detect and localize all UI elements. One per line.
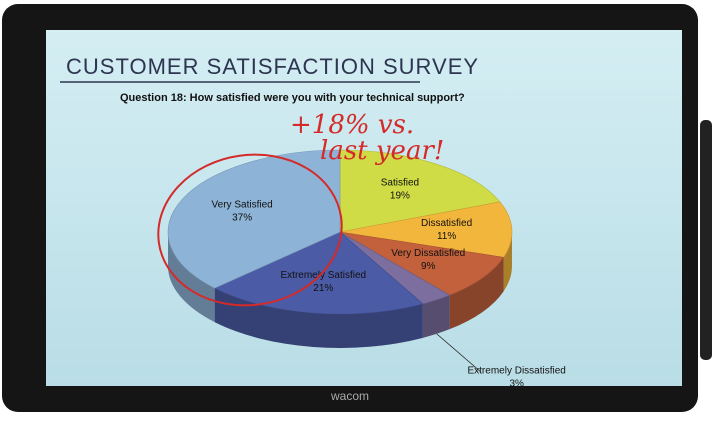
pie-side — [503, 232, 512, 292]
pie-side — [168, 232, 215, 323]
brand: wacom — [330, 389, 369, 403]
pie: Satisfied 19% Dissatisfied 11% Very Dissatis… — [167, 149, 566, 389]
slice-label: Very Dissatisfied — [391, 248, 465, 259]
pie-slice — [213, 231, 424, 315]
slice-label: Dissatisfied — [421, 218, 472, 229]
slice-value: 3% — [509, 378, 524, 389]
pen — [700, 120, 712, 360]
pie-slice — [339, 231, 505, 296]
slice-label: Very Satisfied — [212, 199, 273, 210]
leader-line — [436, 333, 481, 373]
ink-circle — [157, 153, 343, 307]
slice-label: Satisfied — [381, 178, 419, 189]
ink-annotation: +18% vs. — [290, 110, 414, 140]
pie-side — [422, 295, 450, 338]
slice-value: 21% — [313, 283, 333, 294]
pie-slice — [339, 149, 501, 233]
pie-side — [449, 257, 504, 330]
slice-value: 19% — [390, 191, 410, 202]
pie-slice — [339, 201, 513, 258]
slice-value: 11% — [437, 231, 456, 242]
ink-annotation: last year! — [320, 136, 444, 166]
slice-value: 9% — [421, 261, 436, 272]
pie-slice — [167, 149, 341, 289]
chart-subtitle: Question 18: How satisfied were you with… — [120, 92, 465, 104]
slice-label: Extremely Satisfied — [281, 270, 367, 281]
slice-value: 37% — [232, 212, 252, 223]
chart-title: CUSTOMER SATISFACTION SURVEY — [66, 54, 479, 79]
slice-label: Extremely Dissatisfied — [467, 365, 565, 376]
pie-side — [214, 288, 423, 348]
